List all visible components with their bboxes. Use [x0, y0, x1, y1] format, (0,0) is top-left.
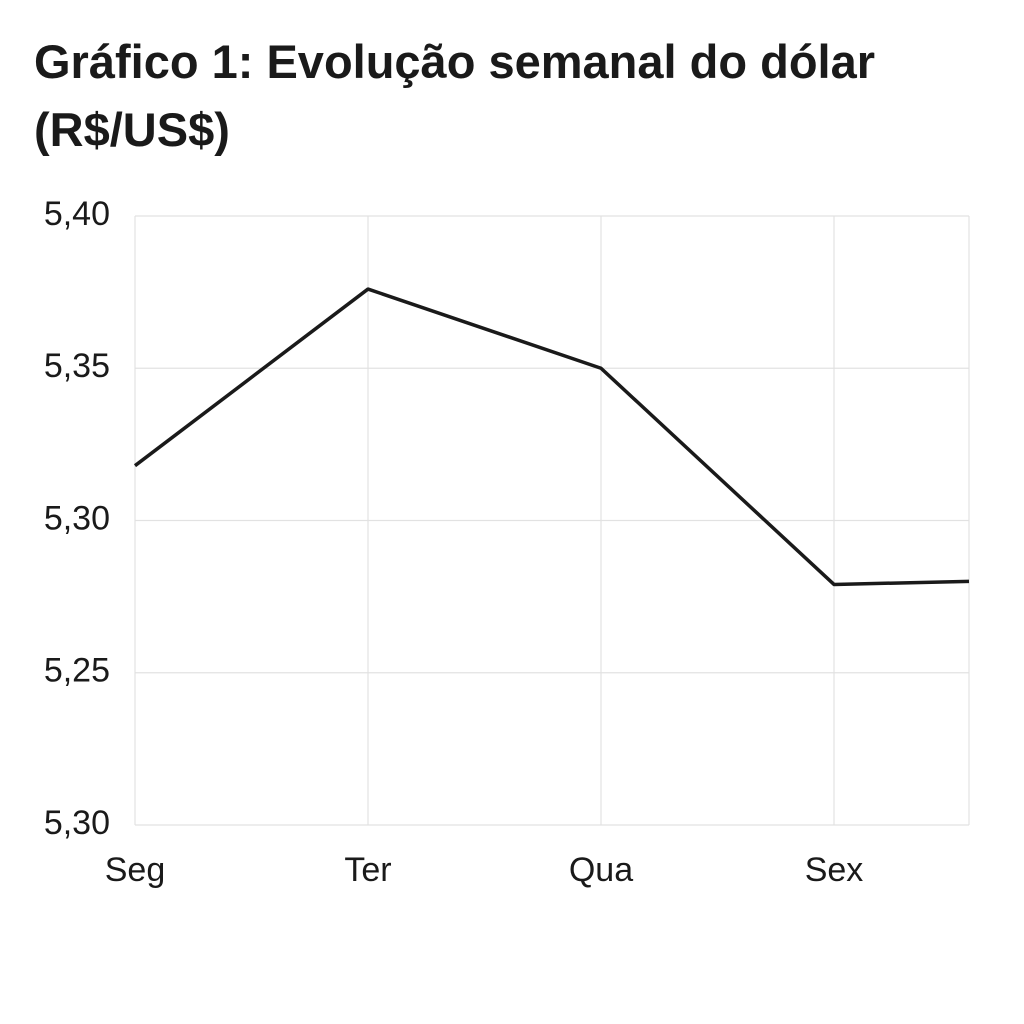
y-tick-label: 5,30	[44, 499, 110, 537]
y-tick-label: 5,40	[44, 195, 110, 233]
x-tick-label: Qua	[569, 851, 633, 889]
y-tick-label: 5,25	[44, 652, 110, 690]
x-tick-label: Ter	[344, 851, 391, 889]
line	[133, 287, 970, 587]
y-tick-label: 5,35	[44, 347, 110, 385]
y-tick-label: 5,30	[44, 804, 110, 842]
x-tick-label: Seg	[105, 851, 166, 889]
chart-title: Gráfico 1: Evolução semanal do dólar (R$…	[34, 35, 876, 156]
x-tick-label: Sex	[805, 851, 864, 889]
